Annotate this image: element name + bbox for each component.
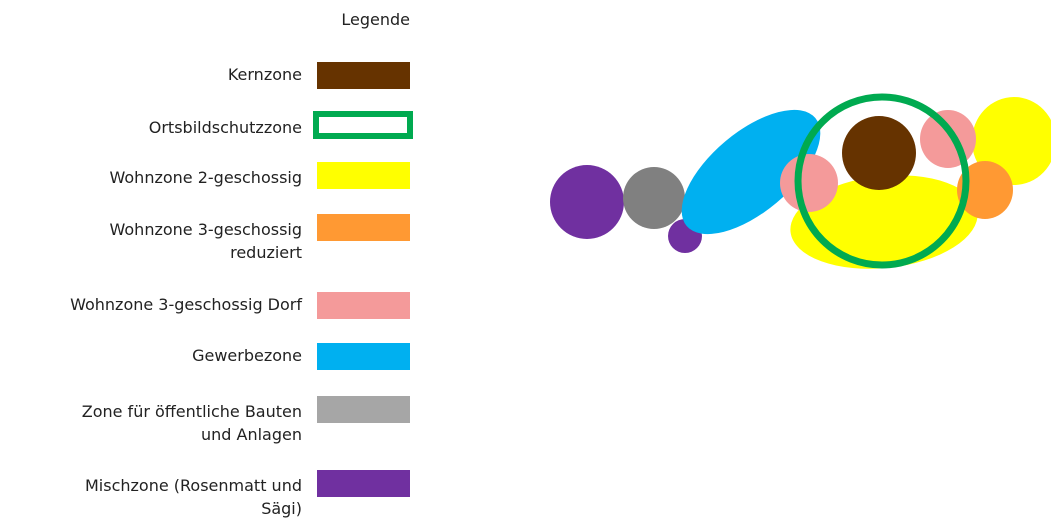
mischzone-shape-large bbox=[550, 165, 624, 239]
legend-label-wohnzone-3-geschossig-dorf: Wohnzone 3-geschossig Dorf bbox=[70, 295, 302, 314]
legend-label-kernzone: Kernzone bbox=[227, 65, 302, 84]
legend-swatch-wohnzone-3-geschossig-dorf bbox=[317, 292, 410, 319]
legend-label-mischzone-rosenmatt-und: Mischzone (Rosenmatt und Sägi) bbox=[85, 476, 302, 518]
legend-label-wohnzone-2-geschossig: Wohnzone 2-geschossig bbox=[109, 168, 303, 187]
wohnzone-3-reduziert-shape bbox=[957, 161, 1013, 219]
legend-swatch-mischzone-rosenmatt-und bbox=[317, 470, 410, 497]
oeffentliche-bauten-shape bbox=[623, 167, 685, 229]
legend-swatch-wohnzone-3-geschossig bbox=[317, 214, 410, 241]
legend-label-gewerbezone: Gewerbezone bbox=[192, 346, 302, 365]
legend-swatch-kernzone bbox=[317, 62, 410, 89]
legend-swatch-ortsbildschutzzone bbox=[313, 111, 413, 139]
legend-title: Legende bbox=[341, 10, 410, 29]
gewerbezone-shape bbox=[681, 109, 821, 235]
legend-swatch-gewerbezone bbox=[317, 343, 410, 370]
wohnzone-3-dorf-shape-right bbox=[920, 110, 976, 168]
legend-label-zone-fuer-oeffentliche-bauten: Zone für öffentliche Bauten und Anlagen bbox=[81, 402, 302, 444]
kernzone-shape bbox=[842, 116, 916, 190]
legend-label-ortsbildschutzzone: Ortsbildschutzzone bbox=[148, 118, 302, 137]
wohnzone-3-dorf-shape-left bbox=[780, 154, 838, 212]
ortsbildschutzzone-ring bbox=[794, 93, 970, 269]
legend-swatch-zone-fuer-oeffentliche-bauten bbox=[317, 396, 410, 423]
legend-label-wohnzone-3-geschossig: Wohnzone 3-geschossig reduziert bbox=[109, 220, 303, 262]
legend-swatch-wohnzone-2-geschossig bbox=[317, 162, 410, 189]
